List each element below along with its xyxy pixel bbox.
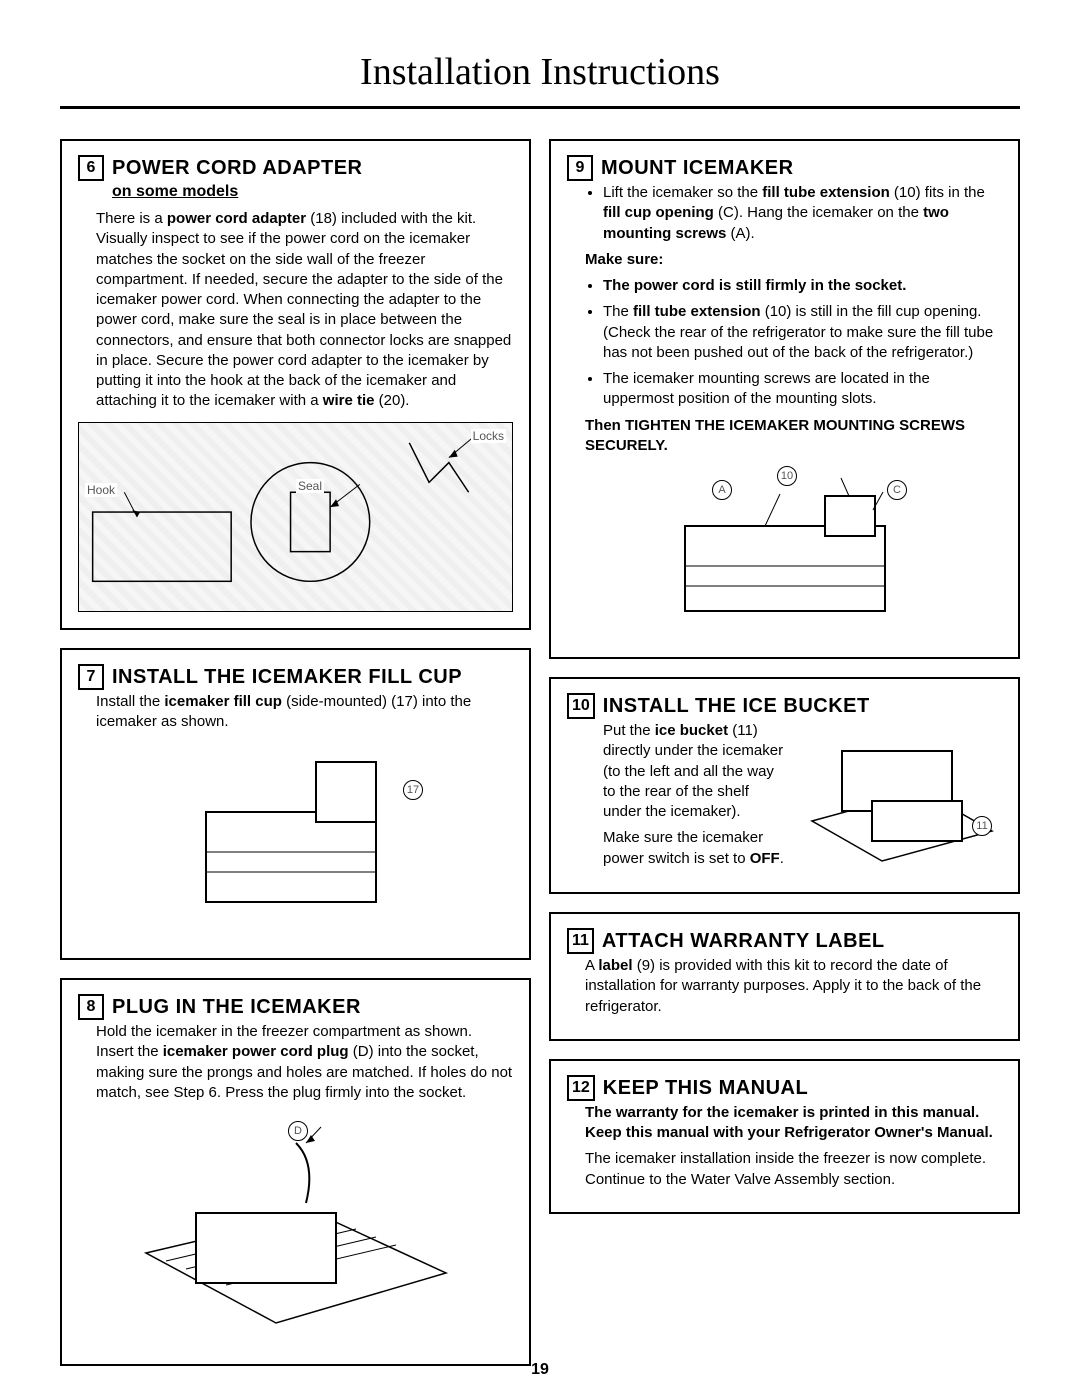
step-6-illustration (79, 423, 512, 611)
step-8-header: 8 PLUG IN THE ICEMAKER (78, 994, 513, 1020)
step-12-body: The warranty for the icemaker is printed… (585, 1103, 1002, 1190)
step-9-ms-2: The fill tube extension (10) is still in… (603, 302, 1002, 363)
step-7-text: Install the icemaker fill cup (side-moun… (96, 692, 513, 733)
step-9-makesure-list: The power cord is still firmly in the so… (585, 276, 1002, 410)
step-6-text: There is a power cord adapter (18) inclu… (96, 209, 513, 412)
step-9-number: 9 (567, 155, 593, 181)
callout-10: 10 (777, 466, 797, 486)
step-7: 7 INSTALL THE ICEMAKER FILL CUP Install … (60, 648, 531, 961)
step-8-figure: D (78, 1113, 513, 1348)
step-7-illustration (166, 742, 426, 942)
step-11-body: A label (9) is provided with this kit to… (585, 956, 1002, 1017)
step-8-text: Hold the icemaker in the freezer compart… (96, 1022, 513, 1103)
fig-label-seal: Seal (296, 479, 324, 493)
callout-c: C (887, 480, 907, 500)
step-10-row: Put the ice bucket (11) directly under t… (585, 721, 1002, 876)
title-divider (60, 106, 1020, 109)
step-8-number: 8 (78, 994, 104, 1020)
step-9-makesure-label: Make sure: (585, 250, 1002, 270)
step-12-title: KEEP THIS MANUAL (603, 1075, 808, 1101)
left-column: 6 POWER CORD ADAPTER on some models Ther… (60, 139, 531, 1366)
step-12-text2: The icemaker installation inside the fre… (585, 1149, 1002, 1190)
step-10-figure: 11 (802, 721, 1002, 876)
step-8-illustration (116, 1113, 476, 1348)
page-number: 19 (531, 1361, 549, 1379)
step-10-text1: Put the ice bucket (11) directly under t… (603, 721, 790, 822)
step-11-number: 11 (567, 928, 594, 954)
step-9-title: MOUNT ICEMAKER (601, 155, 794, 181)
step-9: 9 MOUNT ICEMAKER Lift the icemaker so th… (549, 139, 1020, 659)
step-7-number: 7 (78, 664, 104, 690)
callout-11: 11 (972, 816, 992, 836)
step-6: 6 POWER CORD ADAPTER on some models Ther… (60, 139, 531, 630)
step-7-figure: 17 (78, 742, 513, 942)
step-11-title: ATTACH WARRANTY LABEL (602, 928, 885, 954)
page-title: Installation Instructions (60, 50, 1020, 94)
step-7-body: Install the icemaker fill cup (side-moun… (96, 692, 513, 733)
columns-wrapper: 6 POWER CORD ADAPTER on some models Ther… (60, 139, 1020, 1366)
step-9-body: Lift the icemaker so the fill tube exten… (585, 183, 1002, 456)
callout-a: A (712, 480, 732, 500)
step-7-title: INSTALL THE ICEMAKER FILL CUP (112, 664, 462, 690)
callout-17: 17 (403, 780, 423, 800)
step-10-illustration (802, 721, 1002, 876)
step-11: 11 ATTACH WARRANTY LABEL A label (9) is … (549, 912, 1020, 1041)
step-6-header: 6 POWER CORD ADAPTER (78, 155, 513, 181)
callout-d: D (288, 1121, 308, 1141)
step-9-ms-1: The power cord is still firmly in the so… (603, 276, 1002, 296)
step-8-title: PLUG IN THE ICEMAKER (112, 994, 361, 1020)
step-10-header: 10 INSTALL THE ICE BUCKET (567, 693, 1002, 719)
step-10-title: INSTALL THE ICE BUCKET (603, 693, 870, 719)
step-9-bullets: Lift the icemaker so the fill tube exten… (585, 183, 1002, 244)
step-6-title: POWER CORD ADAPTER (112, 155, 362, 181)
step-6-subtitle: on some models (112, 183, 513, 201)
step-12-header: 12 KEEP THIS MANUAL (567, 1075, 1002, 1101)
step-6-figure: Hook Seal Locks (78, 422, 513, 612)
step-10-text2: Make sure the icemaker power switch is s… (603, 828, 790, 869)
fig-label-locks: Locks (471, 429, 506, 443)
step-11-text: A label (9) is provided with this kit to… (585, 956, 1002, 1017)
step-7-header: 7 INSTALL THE ICEMAKER FILL CUP (78, 664, 513, 690)
right-column: 9 MOUNT ICEMAKER Lift the icemaker so th… (549, 139, 1020, 1366)
step-10-number: 10 (567, 693, 595, 719)
step-9-tighten: Then TIGHTEN THE ICEMAKER MOUNTING SCREW… (585, 416, 1002, 457)
step-12-number: 12 (567, 1075, 595, 1101)
step-9-ms-3: The icemaker mounting screws are located… (603, 369, 1002, 410)
step-10: 10 INSTALL THE ICE BUCKET Put the ice bu… (549, 677, 1020, 894)
step-8-body: Hold the icemaker in the freezer compart… (96, 1022, 513, 1103)
step-11-header: 11 ATTACH WARRANTY LABEL (567, 928, 1002, 954)
step-9-bullet-1: Lift the icemaker so the fill tube exten… (603, 183, 1002, 244)
step-8: 8 PLUG IN THE ICEMAKER Hold the icemaker… (60, 978, 531, 1366)
step-6-body: There is a power cord adapter (18) inclu… (96, 209, 513, 412)
step-12-text1: The warranty for the icemaker is printed… (585, 1103, 1002, 1144)
step-10-body: Put the ice bucket (11) directly under t… (603, 721, 790, 875)
step-6-number: 6 (78, 155, 104, 181)
step-12: 12 KEEP THIS MANUAL The warranty for the… (549, 1059, 1020, 1214)
fig-label-hook: Hook (85, 483, 117, 497)
step-9-figure: A 10 C (567, 466, 1002, 641)
step-9-header: 9 MOUNT ICEMAKER (567, 155, 1002, 181)
